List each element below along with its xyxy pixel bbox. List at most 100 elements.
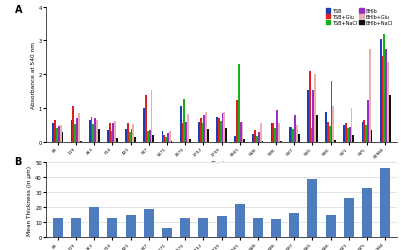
Bar	[203, 116, 205, 142]
Text: B: B	[14, 156, 22, 166]
Bar	[274, 128, 276, 142]
Bar	[131, 129, 132, 142]
Bar	[349, 127, 350, 142]
Bar	[316, 116, 318, 142]
Bar	[89, 208, 99, 238]
Bar	[165, 137, 167, 142]
Bar	[114, 122, 116, 142]
Bar	[116, 138, 118, 142]
Bar	[198, 218, 209, 238]
Bar	[202, 124, 203, 142]
Bar	[53, 218, 63, 238]
Bar	[298, 134, 300, 142]
Bar	[292, 130, 294, 142]
Bar	[387, 63, 389, 142]
Bar	[365, 126, 367, 142]
Bar	[326, 215, 336, 238]
Bar	[389, 96, 391, 142]
Bar	[308, 179, 318, 238]
Bar	[345, 124, 347, 142]
Bar	[180, 218, 190, 238]
Bar	[109, 124, 111, 142]
Bar	[350, 109, 352, 142]
Bar	[134, 138, 136, 142]
Bar	[256, 136, 258, 142]
Bar	[162, 228, 172, 237]
Y-axis label: Absorbance at 540 nm: Absorbance at 540 nm	[31, 42, 36, 108]
Bar	[272, 124, 274, 142]
Bar	[362, 188, 372, 238]
Bar	[296, 126, 298, 142]
Bar	[331, 82, 332, 142]
Bar	[107, 131, 109, 142]
Bar	[218, 119, 220, 142]
Bar	[314, 75, 316, 142]
Bar	[260, 124, 261, 142]
X-axis label: Strains: Strains	[211, 160, 233, 166]
Bar	[132, 125, 134, 142]
Bar	[71, 218, 81, 238]
Bar	[111, 132, 112, 142]
Bar	[344, 198, 354, 237]
Bar	[98, 130, 100, 142]
Bar	[271, 220, 281, 238]
Bar	[238, 65, 240, 142]
Bar	[371, 131, 373, 142]
Bar	[91, 117, 93, 142]
Bar	[162, 132, 163, 142]
Bar	[291, 127, 292, 142]
Bar	[380, 168, 390, 237]
Bar	[62, 132, 63, 142]
Bar	[241, 123, 243, 142]
Bar	[380, 40, 381, 142]
Bar	[207, 130, 209, 142]
Bar	[240, 122, 241, 142]
Bar	[144, 109, 145, 142]
Bar	[74, 125, 76, 142]
Bar	[369, 50, 371, 142]
Bar	[167, 133, 169, 142]
Bar	[294, 116, 296, 142]
Bar	[332, 107, 334, 142]
Bar	[151, 90, 152, 142]
Bar	[311, 128, 312, 142]
Bar	[96, 120, 98, 142]
Text: A: A	[14, 5, 22, 15]
Bar	[56, 128, 58, 142]
Bar	[127, 124, 129, 142]
Bar	[312, 90, 314, 142]
Bar	[325, 112, 327, 142]
Bar	[327, 122, 329, 142]
Bar	[198, 122, 200, 142]
Bar	[163, 135, 165, 142]
Bar	[223, 112, 225, 142]
Bar	[58, 126, 60, 142]
Bar	[385, 50, 387, 142]
Bar	[71, 120, 73, 142]
Bar	[78, 114, 80, 142]
Bar	[236, 100, 238, 142]
Bar	[144, 209, 154, 238]
Bar	[76, 118, 78, 142]
Bar	[54, 120, 56, 142]
Bar	[145, 95, 147, 142]
Bar	[253, 218, 263, 238]
Bar	[73, 107, 74, 142]
Bar	[53, 124, 54, 142]
Bar	[112, 124, 114, 142]
Bar	[289, 214, 299, 238]
Bar	[352, 136, 354, 142]
Legend: TSB, TSB+Glu, TSB+NaCl, BHIb, BHIb+Glu, BHIb+NaCl: TSB, TSB+Glu, TSB+NaCl, BHIb, BHIb+Glu, …	[324, 7, 395, 28]
Bar	[254, 131, 256, 142]
Bar	[182, 124, 183, 142]
Bar	[185, 123, 187, 142]
Bar	[225, 128, 227, 142]
Bar	[93, 125, 94, 142]
Bar	[189, 139, 190, 142]
Bar	[243, 140, 245, 142]
Bar	[235, 204, 245, 238]
Bar	[147, 132, 149, 142]
Bar	[187, 115, 189, 142]
Bar	[383, 34, 385, 142]
Bar	[307, 90, 309, 142]
